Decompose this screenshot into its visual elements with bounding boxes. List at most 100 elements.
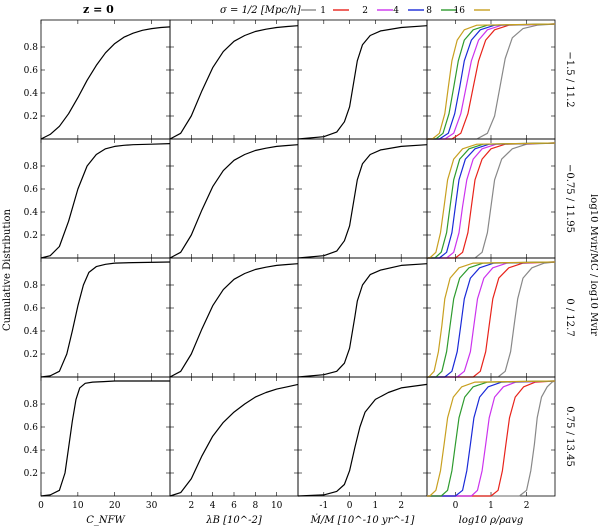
- panel-frame: [297, 19, 428, 140]
- series-line-sigma-1-2: [427, 261, 556, 378]
- panel-frame: [297, 257, 428, 378]
- cdf-line: [297, 263, 428, 378]
- y-tick-label: 0.2: [24, 350, 38, 360]
- x-tick-label: 20: [109, 501, 121, 511]
- x-tick-label: 4: [210, 501, 216, 511]
- x-tick-label: 6: [231, 501, 237, 511]
- x-tick-label: 8: [252, 501, 258, 511]
- panel-r4-c2: 2 4 6 8 10 λB [10^-2]: [169, 376, 299, 526]
- legend-label-2: 2: [362, 6, 368, 16]
- row-label-1: −1.5 / 11.2: [564, 51, 575, 107]
- legend-prefix: σ = 1/2 [Mpc/h]: [220, 5, 301, 16]
- x-tick-label: 30: [146, 501, 158, 511]
- series-line-sigma-4: [427, 23, 556, 140]
- legend-label-8: 8: [426, 6, 432, 16]
- y-tick-label: 0.4: [24, 208, 39, 218]
- panel-r4-c1: 0.2 0.4 0.6 0.8 0 10 20 30 C_NFW: [24, 376, 171, 526]
- series-line-sigma-2: [427, 23, 556, 140]
- cdf-line: [297, 144, 428, 259]
- series-line-sigma-4: [427, 261, 556, 378]
- series-line-sigma-16: [427, 142, 556, 259]
- redshift-label: z = 0: [83, 3, 114, 16]
- panel-r4-c3: -1 0 1 2 Ṁ/M [10^-10 yr^-1]: [297, 376, 428, 526]
- panel-frame: [40, 138, 171, 259]
- series-line-sigma-1: [427, 23, 556, 140]
- y-tick-label: 0.6: [24, 185, 39, 195]
- panel-frame: [169, 19, 299, 140]
- y-tick-label: 0.2: [24, 112, 38, 122]
- right-axis-label: log10 Mvir/MC / log10 Mvir: [588, 194, 598, 336]
- cdf-line: [297, 383, 428, 497]
- panel-frame: [169, 257, 299, 378]
- cdf-line: [169, 144, 299, 259]
- x-tick-label: 2: [524, 501, 530, 511]
- panel-frame: [169, 376, 299, 497]
- series-line-sigma-4: [427, 142, 556, 259]
- x-tick-label: 2: [188, 501, 194, 511]
- x-axis-label-1: C_NFW: [86, 515, 125, 526]
- y-tick-label: 0.6: [24, 423, 39, 433]
- y-tick-label: 0.8: [24, 281, 39, 291]
- panel-r1-c2: [169, 19, 299, 140]
- series-line-sigma-1: [427, 261, 556, 378]
- series-line-sigma-1-2: [427, 142, 556, 259]
- panel-frame: [297, 138, 428, 259]
- panel-r2-c2: [169, 138, 299, 259]
- x-tick-label: 10: [72, 501, 84, 511]
- legend-label-4: 4: [393, 6, 399, 16]
- panel-r3-c4: [426, 257, 556, 378]
- panel-r2-c3: [297, 138, 428, 259]
- x-tick-label: 0: [453, 501, 459, 511]
- x-tick-label: 0: [38, 501, 44, 511]
- y-tick-label: 0.4: [24, 446, 39, 456]
- panel-r3-c2: [169, 257, 299, 378]
- cdf-line: [40, 26, 171, 140]
- legend-label-1: 1: [320, 6, 326, 16]
- x-axis-label-4: log10 ρ/ρavg: [459, 515, 524, 526]
- series-line-sigma-16: [427, 261, 556, 378]
- panel-r2-c4: [426, 138, 556, 259]
- panel-r1-c3: [297, 19, 428, 140]
- series-line-sigma-4: [427, 380, 556, 497]
- series-line-sigma-8: [427, 261, 556, 378]
- series-line-sigma-2: [427, 142, 556, 259]
- cdf-line: [169, 263, 299, 378]
- x-axis-label-3: Ṁ/M [10^-10 yr^-1]: [310, 514, 415, 526]
- row-label-4: 0.75 / 13.45: [564, 406, 575, 467]
- y-tick-label: 0.2: [24, 469, 38, 479]
- series-line-sigma-8: [427, 380, 556, 497]
- series-line-sigma-2: [427, 380, 556, 497]
- y-tick-label: 0.4: [24, 327, 39, 337]
- cdf-line: [297, 25, 428, 140]
- y-tick-label: 0.8: [24, 43, 39, 53]
- x-tick-label: 1: [488, 501, 494, 511]
- y-tick-label: 0.6: [24, 66, 39, 76]
- x-tick-label: 0: [347, 501, 353, 511]
- cdf-line: [169, 383, 299, 497]
- panel-r3-c3: [297, 257, 428, 378]
- series-line-sigma-2: [427, 261, 556, 378]
- y-tick-label: 0.2: [24, 231, 38, 241]
- panel-frame: [426, 257, 556, 378]
- row-label-2: −0.75 / 11.95: [564, 164, 575, 233]
- panel-r3-c1: 0.2 0.4 0.6 0.8: [24, 257, 171, 378]
- series-line-sigma-1: [427, 380, 556, 497]
- cdf-line: [169, 25, 299, 140]
- y-axis-label: Cumulative Distribution: [2, 208, 13, 331]
- y-tick-label: 0.6: [24, 304, 39, 314]
- panel-r1-c4: [426, 19, 556, 140]
- panel-frame: [426, 138, 556, 259]
- series-line-sigma-1-2: [427, 380, 556, 497]
- x-axis-label-2: λB [10^-2]: [205, 515, 262, 526]
- row-label-3: 0 / 12.7: [564, 298, 575, 336]
- x-tick-label: 10: [271, 501, 283, 511]
- series-line-sigma-1-2: [427, 23, 556, 140]
- legend: σ = 1/2 [Mpc/h] 1 2 4 8 16: [220, 5, 490, 16]
- series-line-sigma-8: [427, 23, 556, 140]
- panel-frame: [40, 19, 171, 140]
- cdf-line: [40, 143, 171, 259]
- y-tick-label: 0.8: [24, 400, 39, 410]
- legend-label-16: 16: [454, 6, 466, 16]
- series-line-sigma-1: [427, 142, 556, 259]
